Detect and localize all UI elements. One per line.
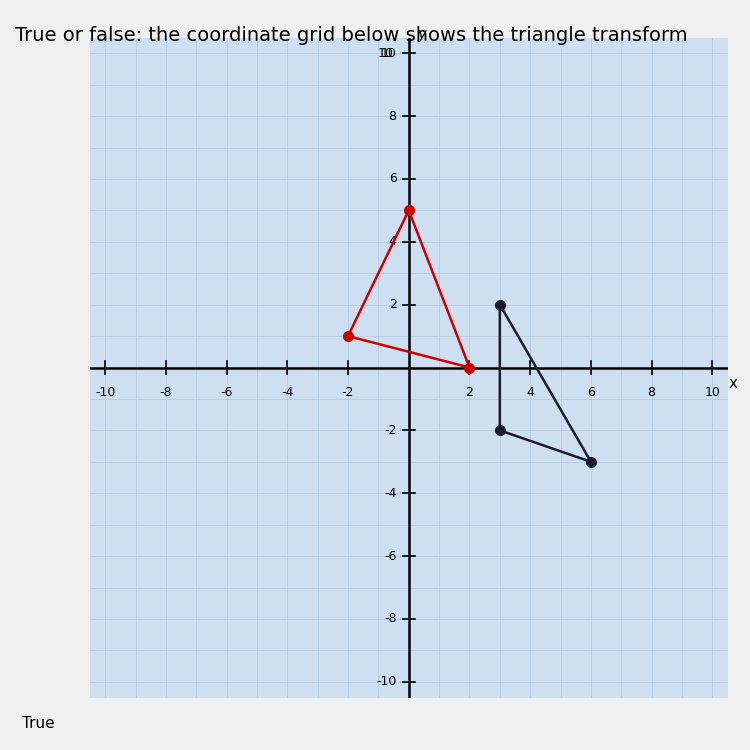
Text: -2: -2 — [384, 424, 397, 436]
Text: y: y — [418, 27, 427, 42]
Text: -8: -8 — [384, 613, 397, 626]
Text: 6: 6 — [587, 386, 595, 399]
Text: 2: 2 — [388, 298, 397, 311]
Text: 10: 10 — [704, 386, 720, 399]
Text: -4: -4 — [281, 386, 293, 399]
Text: -10: -10 — [376, 675, 397, 688]
Text: 4: 4 — [526, 386, 534, 399]
Text: 8: 8 — [647, 386, 656, 399]
Text: True or false: the coordinate grid below shows the triangle transform: True or false: the coordinate grid below… — [15, 26, 688, 45]
Text: 10: 10 — [378, 46, 394, 60]
Text: x: x — [729, 376, 738, 391]
Text: 4: 4 — [388, 236, 397, 248]
Text: 6: 6 — [388, 172, 397, 185]
Text: -2: -2 — [342, 386, 354, 399]
Text: 8: 8 — [388, 110, 397, 122]
Text: -6: -6 — [384, 550, 397, 562]
Text: -10: -10 — [95, 386, 116, 399]
Text: -4: -4 — [384, 487, 397, 500]
Text: 10: 10 — [381, 46, 397, 60]
Text: -8: -8 — [160, 386, 172, 399]
Text: True: True — [22, 716, 56, 731]
Text: -6: -6 — [220, 386, 232, 399]
Text: 2: 2 — [466, 386, 473, 399]
